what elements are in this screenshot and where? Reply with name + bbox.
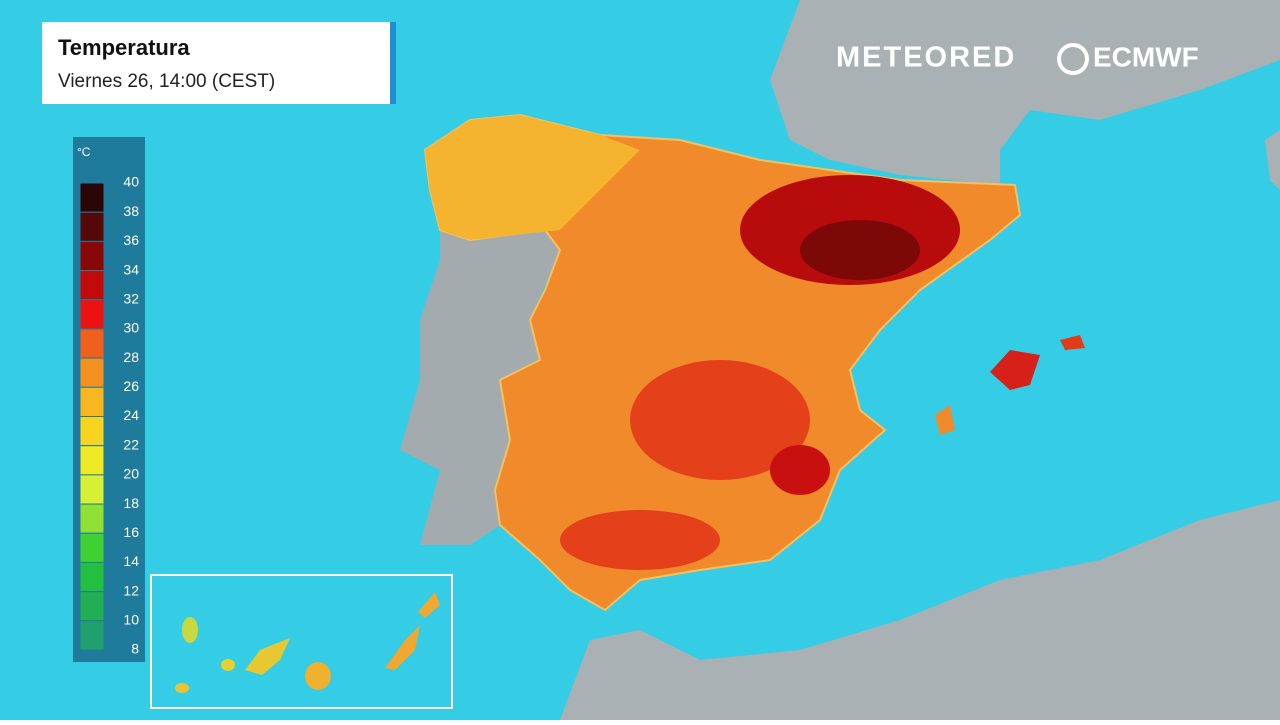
legend-label: 38	[123, 203, 139, 219]
legend-scale: 40 38 36 34 32 30 28 26 24 22 20 18 16 14 12 10 8	[79, 174, 139, 657]
temp-zone-north	[425, 115, 640, 240]
legend-label: 14	[123, 553, 139, 569]
island-mallorca	[990, 350, 1040, 390]
legend-label: 24	[123, 407, 139, 423]
legend-swatch	[79, 416, 105, 447]
title-box	[42, 22, 392, 104]
legend-label: 32	[123, 290, 139, 306]
legend-swatch	[79, 503, 105, 534]
island-fuerteventura	[385, 625, 420, 670]
legend-label: 10	[123, 612, 139, 628]
legend-swatch	[79, 240, 105, 272]
legend-label: 30	[123, 320, 139, 336]
subtitle: Viernes 26, 14:00 (CEST)	[58, 71, 275, 92]
island-ibiza	[935, 405, 955, 435]
legend-label: 40	[123, 174, 139, 190]
title: Temperatura	[58, 35, 190, 60]
island-gomera	[221, 659, 235, 671]
temp-zone-center	[630, 360, 810, 480]
legend-swatch	[79, 386, 105, 417]
legend-label: 16	[123, 524, 139, 540]
island-menorca	[1060, 335, 1085, 350]
legend-label: 8	[131, 641, 139, 657]
title-accent	[390, 22, 396, 104]
legend-swatch	[79, 328, 105, 359]
legend-swatch	[79, 474, 105, 505]
legend-swatch	[79, 445, 105, 476]
island-grancanaria	[305, 662, 331, 690]
island-lapalma	[182, 617, 198, 643]
legend-label: 20	[123, 466, 139, 482]
legend-label: 18	[123, 495, 139, 511]
ecmwf-logo	[1057, 43, 1089, 75]
legend-label: 36	[123, 232, 139, 248]
brand-meteored: METEORED	[836, 42, 1016, 74]
legend-label: 22	[123, 436, 139, 452]
legend-swatch	[79, 182, 105, 213]
island-lanzarote	[418, 592, 440, 618]
land-islands	[1265, 130, 1280, 190]
island-tenerife	[245, 638, 290, 675]
legend-swatch	[79, 561, 105, 593]
land-france	[770, 0, 1280, 185]
canarias-inset	[150, 574, 453, 709]
temp-zone-ebro-core	[800, 220, 920, 280]
legend-swatch	[79, 270, 105, 301]
temp-zone-southeast	[770, 445, 830, 495]
temp-zone-south	[560, 510, 720, 570]
legend-unit: °C	[77, 145, 91, 159]
legend-swatch	[79, 211, 105, 242]
legend-label: 26	[123, 378, 139, 394]
brand-ecmwf: ECMWF	[1093, 41, 1199, 72]
legend-swatch	[79, 532, 105, 563]
island-hierro	[175, 683, 189, 693]
land-portugal	[400, 230, 560, 545]
legend-swatch	[79, 620, 105, 651]
legend-label: 34	[123, 261, 139, 277]
legend-label: 28	[123, 349, 139, 365]
legend-swatch	[79, 591, 105, 622]
land-africa	[560, 500, 1280, 720]
legend-swatch	[79, 357, 105, 388]
legend-label: 12	[123, 582, 139, 598]
legend-swatch	[79, 299, 105, 330]
